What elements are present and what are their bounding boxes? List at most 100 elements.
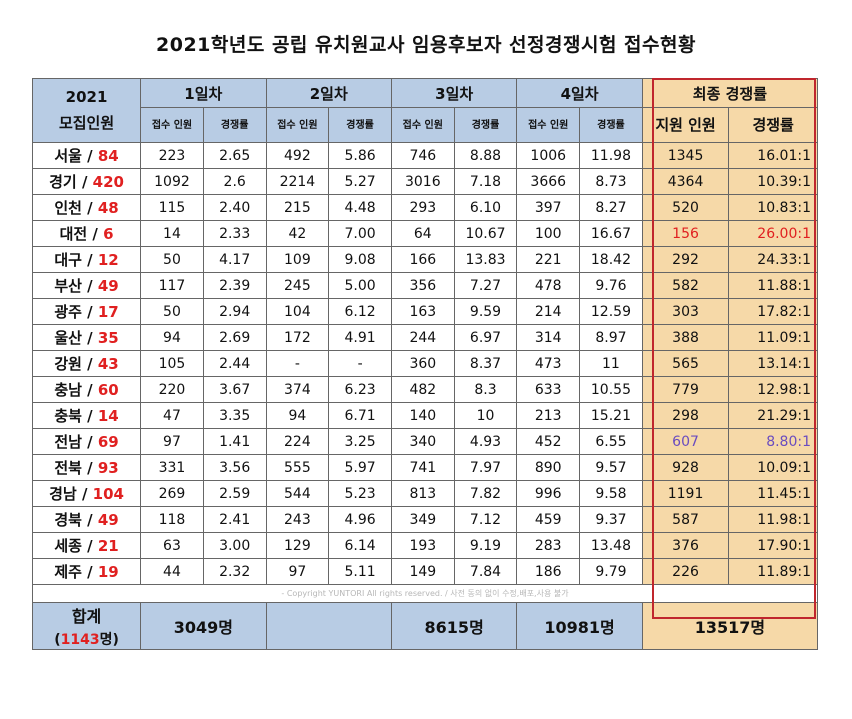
ratio-cell: 3.35 (202, 402, 267, 429)
region-name: 경북 / (54, 511, 98, 529)
final-applicants-cell: 388 (641, 324, 730, 351)
final-ratio-cell: 12.98:1 (728, 376, 818, 403)
ratio-cell: 5.97 (328, 454, 392, 481)
ratio-cell: - (328, 350, 392, 377)
applicants-cell: 140 (390, 402, 455, 429)
ratio-cell: 7.00 (328, 220, 392, 247)
region-cell: 광주 / 17 (31, 298, 142, 325)
final-ratio-cell: 11.09:1 (728, 324, 818, 351)
ratio-cell: 4.48 (328, 194, 392, 221)
applicants-cell: 283 (516, 532, 581, 559)
applicants-cell: 97 (265, 558, 330, 585)
region-quota: 35 (97, 329, 119, 347)
region-cell: 경기 / 420 (31, 168, 142, 195)
ratio-cell: 8.27 (579, 194, 643, 221)
final-applicants-cell: 565 (641, 350, 730, 377)
ratio-cell: 11.98 (579, 142, 643, 169)
ratio-cell: 5.86 (328, 142, 392, 169)
page-title: 2021학년도 공립 유치원교사 임용후보자 선정경쟁시험 접수현황 (156, 34, 696, 56)
region-name: 광주 / (54, 303, 98, 321)
applicants-cell: 64 (390, 220, 455, 247)
ratio-cell: 6.12 (328, 298, 392, 325)
applicants-cell: 459 (516, 506, 581, 533)
applicants-cell: 360 (390, 350, 455, 377)
region-cell: 경북 / 49 (31, 506, 142, 533)
applicants-cell: 293 (390, 194, 455, 221)
final-ratio-header: 경쟁률 (728, 107, 818, 143)
ratio-cell: 4.93 (453, 428, 518, 455)
applicants-cell: 224 (265, 428, 330, 455)
applicants-cell: 890 (516, 454, 581, 481)
final-ratio-cell: 26.00:1 (728, 220, 818, 247)
region-cell: 세종 / 21 (31, 532, 142, 559)
applicants-cell: 105 (140, 350, 204, 377)
final-ratio-cell: 11.98:1 (728, 506, 818, 533)
region-name: 전북 / (54, 459, 98, 477)
final-applicants-cell: 1345 (641, 142, 730, 169)
table-row: 강원 / 43 105 2.44- -360 8.37 473 11 565 13.14:1 (31, 350, 818, 377)
year-label: 2021 (65, 88, 108, 106)
region-name: 전남 / (54, 433, 98, 451)
ratio-cell: 4.17 (202, 246, 267, 273)
ratio-cell: 3.56 (202, 454, 267, 481)
ratio-cell: 13.48 (579, 532, 643, 559)
total-day1: 3049명 (140, 602, 267, 650)
final-ratio-cell: 11.89:1 (728, 558, 818, 585)
total-label: 합계 (71, 607, 102, 626)
ratio-cell: 10.55 (579, 376, 643, 403)
applicants-cell: 214 (516, 298, 581, 325)
table-row: 경기 / 420 1092 2.6 2214 5.27 3016 7.18 3666 8.73 4… (31, 168, 818, 195)
table-row: 부산 / 49 117 2.39 245 5.00 356 7.27 478 9.76 582 11… (31, 272, 818, 299)
applicants-cell: 44 (140, 558, 204, 585)
ratio-cell: 2.94 (202, 298, 267, 325)
total-day4: 10981명 (516, 602, 643, 650)
table-row: 충북 / 14 47 3.35 94 6.71 140 10 213 15.21 298 21.29… (31, 402, 818, 429)
region-quota: 6 (103, 225, 114, 243)
applicants-cell: 478 (516, 272, 581, 299)
final-ratio-cell: 10.39:1 (728, 168, 818, 195)
applicants-cell: 63 (140, 532, 204, 559)
ratio-cell: 3.67 (202, 376, 267, 403)
applicants-cell: 3016 (390, 168, 455, 195)
final-ratio-cell: 24.33:1 (728, 246, 818, 273)
total-day2 (265, 602, 392, 650)
table-row: 대구 / 12 50 4.17 109 9.08 166 13.83 221 18.42 292 2… (31, 246, 818, 273)
region-quota: 84 (97, 147, 119, 165)
total-day3: 8615명 (390, 602, 518, 650)
applicants-cell: 1006 (516, 142, 581, 169)
ratio-cell: 5.23 (328, 480, 392, 507)
ratio-cell: 12.59 (579, 298, 643, 325)
ratio-cell: 10.67 (453, 220, 518, 247)
ratio-cell: 8.3 (453, 376, 518, 403)
applicants-cell: 244 (390, 324, 455, 351)
ratio-cell: 7.12 (453, 506, 518, 533)
final-applicants-cell: 376 (641, 532, 730, 559)
final-ratio-cell: 17.90:1 (728, 532, 818, 559)
ratio-cell: 7.27 (453, 272, 518, 299)
ratio-cell: 9.57 (579, 454, 643, 481)
ratio-cell: 6.97 (453, 324, 518, 351)
final-applicants-cell: 292 (641, 246, 730, 273)
applicants-cell: 50 (140, 246, 204, 273)
final-applicants-cell: 303 (641, 298, 730, 325)
applicants-cell: 746 (390, 142, 455, 169)
region-name: 대전 / (59, 225, 104, 243)
region-name: 세종 / (54, 537, 98, 555)
ratio-cell: 7.84 (453, 558, 518, 585)
ratio-cell: 3.00 (202, 532, 267, 559)
applicants-cell: 356 (390, 272, 455, 299)
applicants-cell: 47 (140, 402, 204, 429)
applicants-cell: 94 (140, 324, 204, 351)
applicants-cell: 3666 (516, 168, 581, 195)
total-row: 합계 (1143명) 3049명 8615명 10981명 13517명 (31, 602, 819, 650)
region-name: 서울 / (54, 147, 98, 165)
ratio-cell: 16.67 (579, 220, 643, 247)
total-quota: (1143명) (34, 629, 140, 649)
ratio-cell: 2.65 (202, 142, 267, 169)
final-ratio-cell: 16.01:1 (728, 142, 818, 169)
final-applicants-header: 지원 인원 (641, 107, 730, 143)
region-cell: 경남 / 104 (31, 480, 142, 507)
ratio-cell: 9.76 (579, 272, 643, 299)
region-cell: 부산 / 49 (31, 272, 142, 299)
region-cell: 울산 / 35 (31, 324, 142, 351)
